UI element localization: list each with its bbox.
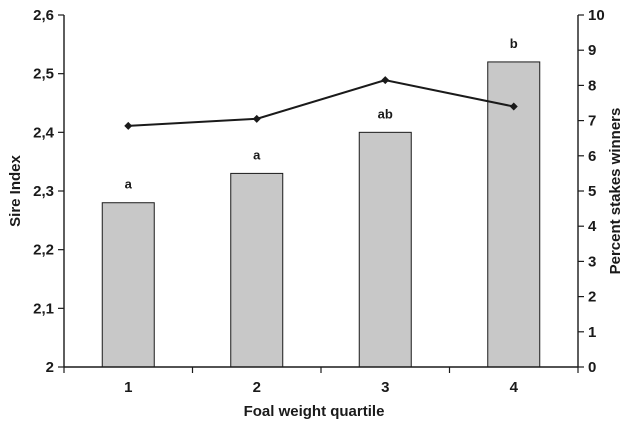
y-right-tick-label: 4 [588, 218, 597, 235]
y-right-tick-label: 0 [588, 359, 596, 376]
bar-label-4: b [510, 36, 518, 51]
x-axis-title: Foal weight quartile [244, 403, 385, 420]
bar-2 [230, 172, 284, 368]
y-right-axis-title: Percent stakes winners [607, 108, 624, 275]
y-right-tick-label: 2 [588, 289, 596, 306]
y-right-tick-label: 5 [588, 183, 596, 200]
y-right-tick-label: 7 [588, 113, 596, 130]
y-right-tick-label: 8 [588, 77, 596, 94]
y-right-tick-label: 6 [588, 148, 596, 165]
y-left-axis-title: Sire Index [7, 154, 24, 226]
y-left-tick-label: 2,4 [33, 124, 55, 141]
y-left-tick-label: 2,3 [33, 183, 54, 200]
x-tick-label-4: 4 [510, 379, 519, 396]
y-right-tick-label: 9 [588, 42, 596, 59]
stakes-winners-line [128, 79, 514, 127]
y-left-tick-label: 2,2 [33, 242, 54, 259]
x-tick-label-3: 3 [381, 379, 389, 396]
bar-1 [101, 202, 155, 368]
y-left-tick-label: 2,5 [33, 66, 54, 83]
y-left-tick-label: 2,1 [33, 300, 54, 317]
x-tick-label-1: 1 [124, 379, 132, 396]
y-right-tick-label: 10 [588, 7, 605, 24]
x-tick-label-2: 2 [253, 379, 261, 396]
axes-layer [58, 14, 584, 373]
bar-label-3: ab [378, 106, 393, 121]
bars-layer [101, 61, 541, 368]
bar-labels-layer: a a ab b [125, 36, 518, 192]
line-point-3 [381, 76, 390, 85]
line-point-1 [124, 121, 133, 130]
bar-3 [358, 131, 412, 368]
y-right-tick-label: 3 [588, 253, 596, 270]
line-layer [124, 76, 518, 130]
bar-label-1: a [125, 177, 133, 192]
tick-labels-layer: 2 2,1 2,2 2,3 2,4 2,5 2,6 0 1 2 3 4 5 6 7 8 9 10 1 2 3 4 [33, 7, 605, 396]
y-right-tick-label: 1 [588, 324, 596, 341]
bar-4 [487, 61, 541, 368]
y-left-tick-label: 2,6 [33, 7, 54, 24]
y-left-tick-label: 2 [46, 359, 54, 376]
line-point-2 [252, 114, 261, 123]
bar-label-2: a [253, 147, 261, 162]
line-point-4 [509, 102, 518, 111]
